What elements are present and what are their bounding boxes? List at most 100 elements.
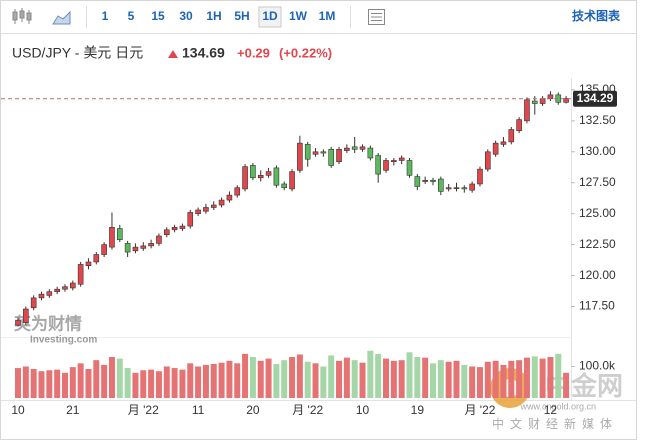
volume-bar: [273, 363, 280, 398]
volume-bar: [242, 353, 249, 398]
candle-body: [336, 149, 342, 162]
volume-bar: [516, 360, 523, 398]
investing-watermark: 英为财情: [14, 313, 82, 333]
candle-body: [116, 228, 123, 240]
volume-bar: [202, 364, 209, 398]
volume-bar: [148, 369, 155, 398]
interval-button[interactable]: 1D: [262, 9, 278, 23]
volume-bar: [234, 363, 241, 398]
candle-body: [226, 194, 233, 201]
interval-button[interactable]: 5H: [234, 9, 249, 23]
candle-body: [469, 183, 475, 191]
tech-chart-link[interactable]: 技术图表: [572, 8, 621, 23]
candle-icon[interactable]: [12, 8, 32, 24]
candle-body: [15, 319, 21, 326]
x-tick-label: 10: [356, 403, 370, 417]
volume-bar: [257, 360, 264, 398]
candle-body: [500, 141, 507, 145]
volume-bar: [155, 371, 162, 398]
candle-body: [320, 151, 327, 154]
candle-body: [85, 261, 92, 266]
x-tick-label: 20: [246, 403, 260, 417]
volume-bar: [336, 360, 343, 398]
candle-body: [23, 308, 29, 323]
candle-body: [492, 142, 499, 155]
candle-body: [524, 99, 530, 122]
y-tick-label: 117.50: [579, 299, 615, 313]
candle-body: [375, 155, 381, 175]
volume-bar: [22, 366, 29, 398]
candle-body: [383, 160, 389, 171]
candle-body: [422, 179, 428, 182]
candle-body: [257, 175, 264, 179]
candle-body: [289, 171, 295, 190]
candle-body: [367, 147, 374, 159]
candle-body: [62, 286, 68, 290]
y-tick-label: 122.50: [579, 237, 616, 251]
y-tick-label: 125.00: [579, 206, 616, 220]
candle-body: [187, 212, 194, 227]
candle-body: [171, 227, 178, 231]
candle-body: [250, 165, 256, 179]
candle-body: [179, 225, 186, 229]
volume-bar: [30, 369, 37, 398]
candle-body: [351, 146, 358, 150]
candle-body: [453, 187, 460, 189]
volume-bar: [476, 367, 483, 398]
volume-bar: [85, 369, 92, 398]
volume-bar: [281, 360, 288, 398]
volume-bar: [531, 356, 538, 398]
y-tick-label: 127.50: [579, 175, 616, 189]
candle-body: [312, 151, 319, 155]
up-arrow: [168, 50, 178, 58]
candle-body: [430, 179, 436, 182]
volume-bar: [187, 363, 194, 398]
volume-bar: [69, 367, 76, 398]
volume-bar: [108, 357, 115, 398]
table-icon[interactable]: [368, 9, 385, 25]
candle-body: [124, 243, 131, 253]
interval-button[interactable]: 1: [102, 9, 109, 23]
volume-bar: [116, 358, 123, 398]
volume-bar: [171, 368, 178, 398]
volume-bar: [38, 371, 45, 398]
volume-bar: [453, 360, 460, 398]
candle-body: [461, 187, 468, 190]
interval-button[interactable]: 30: [179, 9, 193, 23]
x-tick-label: 10: [11, 403, 25, 417]
candle-body: [563, 98, 569, 103]
volume-bar: [15, 368, 21, 398]
change: +0.29: [237, 45, 270, 60]
candle-body: [109, 227, 115, 248]
candle-body: [547, 94, 554, 99]
toolbar: [1, 1, 636, 33]
volume-bar: [289, 357, 296, 398]
interval-button[interactable]: 1M: [319, 9, 336, 23]
candle-body: [344, 147, 350, 151]
volume-bar: [555, 353, 562, 398]
interval-button[interactable]: 1H: [206, 9, 221, 23]
volume-bar: [508, 360, 515, 398]
area-icon[interactable]: [52, 10, 71, 25]
volume-bar: [249, 357, 256, 398]
volume-bar: [523, 357, 530, 398]
interval-button[interactable]: 5: [128, 9, 135, 23]
interval-button[interactable]: 1W: [289, 9, 308, 23]
candle-body: [273, 167, 280, 186]
volume-bar: [461, 364, 468, 398]
volume-bar: [343, 357, 350, 398]
volume-bar: [46, 370, 53, 398]
investing-watermark-en: Investing.com: [30, 335, 97, 346]
candle-body: [242, 166, 248, 190]
candle-body: [163, 229, 170, 236]
x-tick-label: 月 '22: [128, 403, 159, 417]
interval-button[interactable]: 15: [151, 9, 165, 23]
candle-body: [281, 183, 288, 188]
candle-body: [265, 171, 272, 176]
x-tick-label: 月 '22: [292, 403, 323, 417]
volume-bar: [124, 368, 131, 398]
x-tick-label: 11: [192, 403, 205, 417]
last-price: 134.69: [182, 45, 225, 61]
candle-body: [38, 293, 45, 299]
change-pct: (+0.22%): [279, 45, 332, 60]
